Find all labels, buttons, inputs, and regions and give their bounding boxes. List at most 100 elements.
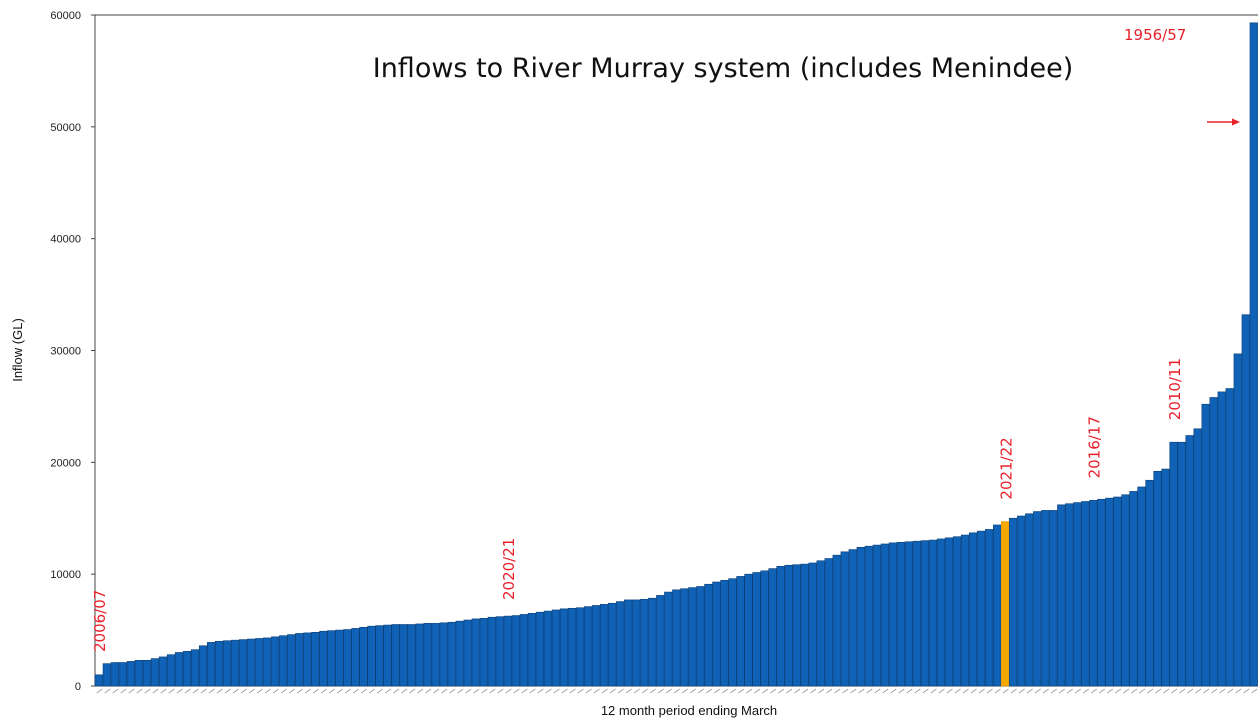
bar: [824, 558, 833, 687]
bar: [407, 624, 416, 687]
x-category-label: [1211, 688, 1218, 694]
x-category-label: [746, 688, 753, 694]
x-category-label: [986, 688, 993, 694]
bar: [808, 562, 817, 687]
bar: [415, 623, 424, 687]
x-category-label: [144, 688, 151, 694]
bar: [319, 630, 328, 687]
x-category-label: [1243, 688, 1250, 694]
bar: [182, 651, 192, 687]
bar: [287, 634, 296, 687]
bar: [431, 623, 440, 687]
y-axis-title: Inflow (GL): [10, 318, 25, 382]
x-category-label: [120, 688, 127, 694]
x-category-label: [208, 688, 215, 694]
x-category-label: [1155, 688, 1162, 694]
bar: [471, 618, 480, 687]
bar: [856, 547, 865, 687]
x-category-label: [1058, 688, 1065, 694]
annotation-label: 2010/11: [1166, 358, 1184, 420]
bar: [648, 597, 657, 687]
bar: [223, 640, 232, 687]
x-category-label: [962, 688, 969, 694]
bar: [559, 608, 569, 687]
x-category-label: [1002, 688, 1009, 694]
bar: [1049, 510, 1058, 687]
annotation-label: 1956/57: [1124, 26, 1186, 44]
bar: [993, 524, 1002, 687]
bar: [904, 541, 914, 687]
bar: [527, 613, 537, 687]
bar: [792, 564, 801, 687]
bar: [1057, 504, 1066, 687]
bar: [936, 538, 946, 687]
bar: [680, 588, 689, 687]
x-category-label: [401, 688, 408, 694]
x-category-label: [1131, 688, 1138, 694]
bar: [1105, 497, 1114, 687]
bar: [888, 542, 897, 687]
x-category-label: [786, 688, 793, 694]
bar: [1097, 498, 1106, 687]
x-category-label: [818, 688, 825, 694]
bar: [928, 539, 938, 687]
bar: [976, 530, 986, 687]
bar: [912, 540, 922, 687]
x-category-label: [312, 688, 320, 694]
bar: [351, 628, 360, 687]
x-category-label: [954, 688, 961, 694]
x-category-label: [216, 688, 223, 694]
x-category-label: [1227, 688, 1234, 694]
bar: [1113, 496, 1122, 687]
x-category-label: [152, 688, 159, 694]
x-category-label: [328, 688, 336, 694]
x-category-label: [1219, 688, 1226, 694]
bar: [1089, 500, 1098, 687]
x-category-label: [673, 688, 680, 694]
bar: [535, 611, 545, 687]
bar: [944, 537, 954, 687]
bar: [712, 581, 721, 687]
x-category-label: [970, 688, 977, 694]
x-category-label: [176, 688, 183, 694]
bar: [632, 599, 641, 687]
x-category-label: [561, 688, 568, 694]
x-category-label: [1195, 688, 1202, 694]
x-category-label: [842, 688, 849, 694]
bar: [880, 543, 889, 687]
bar: [519, 614, 529, 687]
x-category-label: [481, 688, 488, 694]
bar: [720, 580, 729, 687]
bar: [968, 532, 978, 687]
x-category-label: [1171, 688, 1178, 694]
x-category-label: [978, 688, 985, 694]
bar: [463, 619, 472, 687]
annotation-label: 2006/07: [91, 590, 109, 652]
bar: [279, 635, 288, 687]
y-tick-label: 10000: [50, 569, 81, 581]
x-category-label: [1251, 688, 1258, 694]
bar: [1073, 502, 1082, 687]
bar: [1225, 388, 1234, 687]
bar: [864, 545, 873, 687]
x-category-label: [770, 688, 777, 694]
bar: [1233, 353, 1242, 687]
x-category-label: [545, 688, 552, 694]
x-category-label: [1090, 688, 1098, 694]
x-category-label: [280, 688, 287, 694]
x-category-label: [112, 688, 119, 694]
x-category-label: [705, 688, 713, 694]
x-category-label: [697, 688, 705, 694]
annotation-label: 2016/17: [1086, 416, 1104, 478]
bar: [1169, 441, 1178, 687]
x-category-label: [377, 688, 384, 694]
bar: [1041, 510, 1050, 687]
bar: [624, 599, 633, 687]
x-category-label: [649, 688, 656, 694]
x-category-label: [1203, 688, 1210, 694]
bar: [1241, 314, 1250, 687]
y-tick-label: 60000: [50, 10, 81, 22]
x-category-label: [922, 688, 929, 694]
bar: [543, 610, 553, 687]
bar: [616, 601, 625, 687]
